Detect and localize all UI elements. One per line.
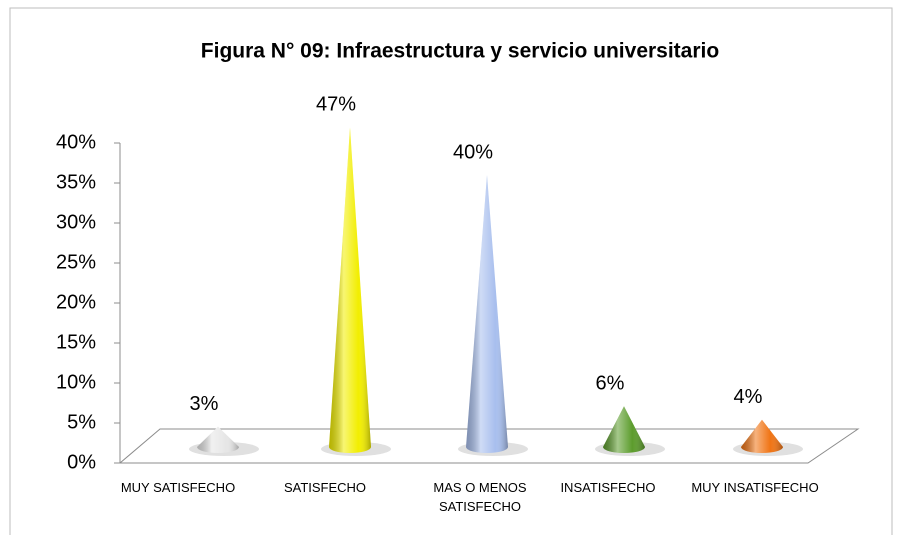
y-tick-label: 35%	[56, 171, 96, 193]
x-tick-label: MUY SATISFECHO	[120, 480, 236, 495]
data-label: 40%	[453, 141, 493, 163]
cone-shading	[603, 406, 645, 453]
chart-title: Figura N° 09: Infraestructura y servicio…	[201, 40, 719, 63]
cone-shading	[197, 426, 239, 453]
y-tick-label: 15%	[56, 331, 96, 353]
y-tick-label: 5%	[67, 411, 96, 433]
x-tick-label: MUY INSATISFECHO	[691, 480, 819, 495]
cone-shading	[466, 175, 508, 453]
y-tick-label: 0%	[67, 451, 96, 473]
chart-border	[9, 7, 893, 535]
y-tick-label: 10%	[56, 371, 96, 393]
data-label: 6%	[596, 372, 625, 394]
data-label: 47%	[316, 94, 356, 116]
cone-shading	[329, 127, 371, 454]
cone-shading	[741, 419, 783, 453]
x-tick-label: MAS O MENOS SATISFECHO	[433, 480, 527, 514]
y-tick-label: 40%	[56, 131, 96, 153]
y-tick-label: 25%	[56, 251, 96, 273]
x-tick-label: INSATISFECHO	[560, 480, 656, 495]
x-tick-label: SATISFECHO	[283, 480, 367, 495]
data-label: 3%	[190, 393, 219, 415]
y-tick-label: 20%	[56, 291, 96, 313]
data-label: 4%	[734, 386, 763, 408]
y-tick-label: 30%	[56, 211, 96, 233]
